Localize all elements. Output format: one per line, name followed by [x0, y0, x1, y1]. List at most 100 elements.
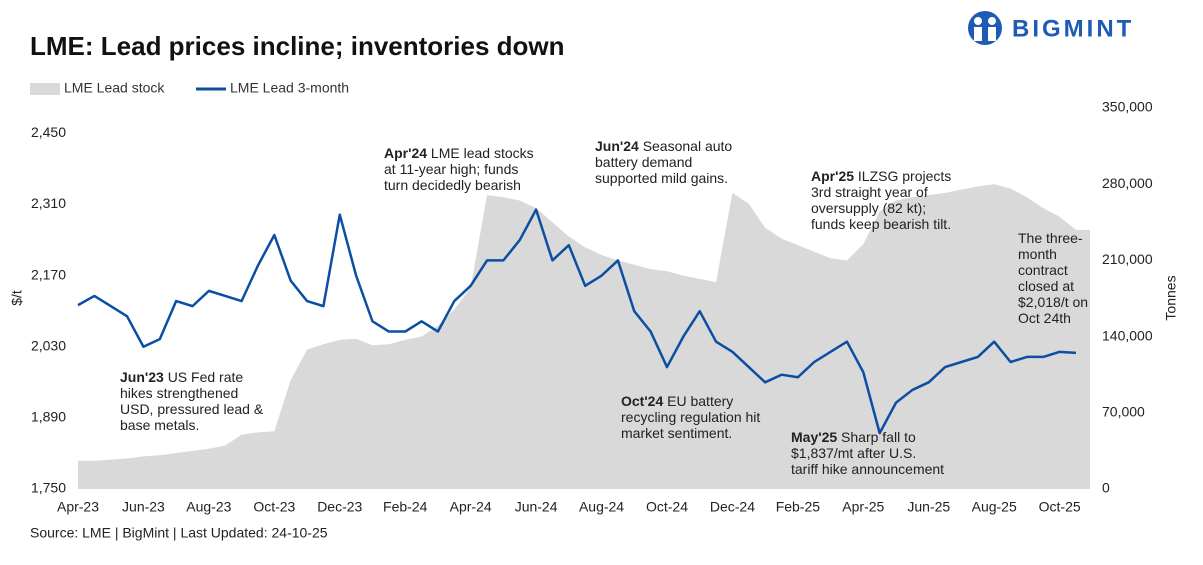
x-tick-label: Jun-25: [907, 499, 950, 515]
annotation-text: month: [1018, 246, 1057, 262]
legend-label: LME Lead stock: [64, 80, 165, 96]
annotation-line: closed at: [1018, 278, 1074, 294]
annotation-line: The three-: [1018, 230, 1083, 246]
y2-tick-label: 280,000: [1102, 175, 1153, 191]
annotation-line: $2,018/t on: [1018, 294, 1088, 310]
annotation-text: The three-: [1018, 230, 1083, 246]
legend-label: LME Lead 3-month: [230, 80, 349, 96]
x-tick-label: Apr-24: [450, 499, 492, 515]
annotation-label: Jun'23: [120, 369, 164, 385]
x-tick-label: Apr-25: [842, 499, 884, 515]
annotation-text: funds keep bearish tilt.: [811, 216, 951, 232]
annotation-line: battery demand: [595, 154, 692, 170]
annotation-text: at 11-year high; funds: [384, 161, 518, 177]
x-tick-label: Aug-24: [579, 499, 624, 515]
y-tick-label: 2,170: [31, 266, 66, 282]
chart-title: LME: Lead prices incline; inventories do…: [30, 31, 565, 61]
annotation-line: Apr'25 ILZSG projects: [811, 168, 951, 184]
annotation-text: closed at: [1018, 278, 1074, 294]
y-tick-label: 2,310: [31, 195, 66, 211]
annotation-line: hikes strengthened: [120, 385, 238, 401]
annotation-line: May'25 Sharp fall to: [791, 429, 916, 445]
annotation-text: oversupply (82 kt);: [811, 200, 926, 216]
annotation-line: base metals.: [120, 417, 199, 433]
annotation-text: supported mild gains.: [595, 170, 728, 186]
annotation-text: $2,018/t on: [1018, 294, 1088, 310]
annotation-label: Oct'24: [621, 393, 663, 409]
annotation-text: hikes strengthened: [120, 385, 238, 401]
x-tick-label: Aug-23: [186, 499, 231, 515]
annotation-line: at 11-year high; funds: [384, 161, 518, 177]
brand-logo: [968, 11, 1002, 45]
y-axis-label: $/t: [9, 290, 25, 306]
annotation-line: Apr'24 LME lead stocks: [384, 145, 534, 161]
stock-area: [78, 184, 1090, 489]
y2-tick-label: 210,000: [1102, 251, 1153, 267]
annotation-line: turn decidedly bearish: [384, 177, 521, 193]
annotation-text: turn decidedly bearish: [384, 177, 521, 193]
legend-swatch: [30, 83, 60, 95]
y2-tick-label: 70,000: [1102, 404, 1145, 420]
annotation-text: 3rd straight year of: [811, 184, 928, 200]
annotation-text: US Fed rate: [168, 369, 244, 385]
annotation-text: tariff hike announcement: [791, 461, 944, 477]
source-note: Source: LME | BigMint | Last Updated: 24…: [30, 525, 328, 541]
annotation-text: contract: [1018, 262, 1068, 278]
annotation-text: Seasonal auto: [643, 138, 733, 154]
annotation-text: USD, pressured lead &: [120, 401, 264, 417]
annotation-text: LME lead stocks: [431, 145, 534, 161]
annotation-text: ILZSG projects: [858, 168, 951, 184]
annotation-line: tariff hike announcement: [791, 461, 944, 477]
annotation-text: battery demand: [595, 154, 692, 170]
y2-tick-label: 350,000: [1102, 99, 1153, 115]
x-tick-label: Jun-24: [515, 499, 558, 515]
annotation-line: Jun'23 US Fed rate: [120, 369, 243, 385]
y-tick-label: 2,030: [31, 337, 66, 353]
annotation-line: month: [1018, 246, 1057, 262]
x-tick-label: Aug-25: [972, 499, 1017, 515]
x-tick-label: Feb-24: [383, 499, 428, 515]
annotation-line: funds keep bearish tilt.: [811, 216, 951, 232]
annotation-label: May'25: [791, 429, 837, 445]
annotation-line: Jun'24 Seasonal auto: [595, 138, 732, 154]
annotation-label: Apr'24: [384, 145, 427, 161]
annotation-line: supported mild gains.: [595, 170, 728, 186]
x-tick-label: Oct-24: [646, 499, 688, 515]
y-tick-label: 2,450: [31, 124, 66, 140]
annotation-line: Oct'24 EU battery: [621, 393, 733, 409]
annotation-text: Oct 24th: [1018, 310, 1071, 326]
price-line: [77, 208, 1077, 435]
annotation-line: Oct 24th: [1018, 310, 1071, 326]
y-tick-label: 1,890: [31, 409, 66, 425]
annotation-text: EU battery: [667, 393, 733, 409]
x-tick-label: Dec-24: [710, 499, 755, 515]
x-tick-label: Apr-23: [57, 499, 99, 515]
x-tick-label: Oct-23: [253, 499, 295, 515]
annotation-text: Sharp fall to: [841, 429, 916, 445]
y2-tick-label: 140,000: [1102, 327, 1153, 343]
annotation-line: market sentiment.: [621, 425, 732, 441]
y2-axis-label: Tonnes: [1163, 275, 1179, 320]
annotation-label: Apr'25: [811, 168, 854, 184]
y2-tick-label: 0: [1102, 480, 1110, 496]
x-tick-label: Oct-25: [1039, 499, 1081, 515]
annotation-line: $1,837/mt after U.S.: [791, 445, 916, 461]
annotation-text: market sentiment.: [621, 425, 732, 441]
annotation-text: $1,837/mt after U.S.: [791, 445, 916, 461]
annotation-line: USD, pressured lead &: [120, 401, 264, 417]
x-tick-label: Feb-25: [776, 499, 821, 515]
annotation-text: base metals.: [120, 417, 199, 433]
y-tick-label: 1,750: [31, 480, 66, 496]
annotation-line: recycling regulation hit: [621, 409, 760, 425]
annotation-text: recycling regulation hit: [621, 409, 760, 425]
x-tick-label: Dec-23: [317, 499, 362, 515]
annotation-line: oversupply (82 kt);: [811, 200, 926, 216]
x-tick-label: Jun-23: [122, 499, 165, 515]
brand-name: BIGMINT: [1012, 15, 1134, 42]
